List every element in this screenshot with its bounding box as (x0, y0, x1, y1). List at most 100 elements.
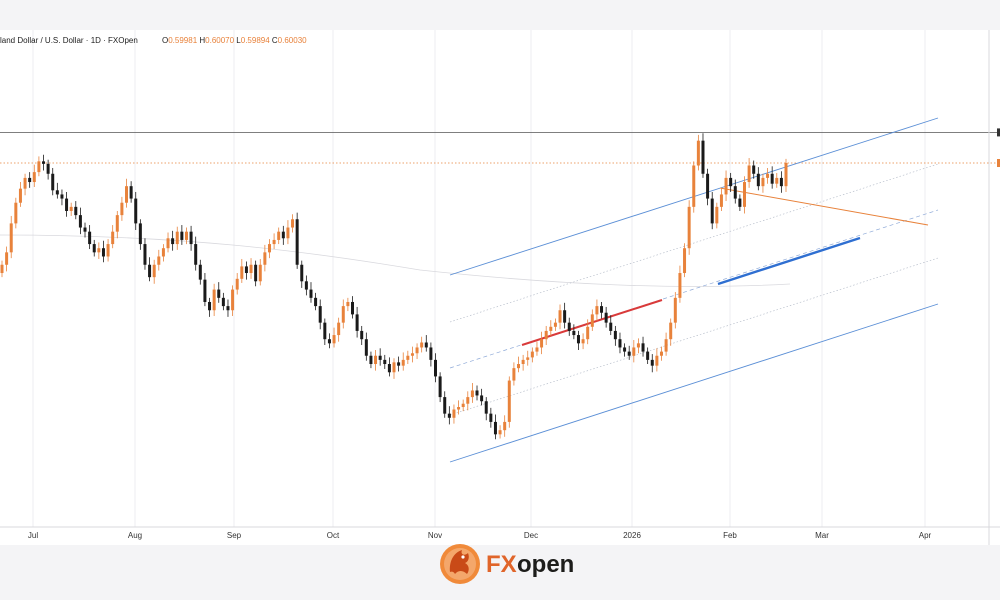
candle[interactable] (42, 154, 46, 171)
candle[interactable] (267, 239, 271, 259)
candle[interactable] (752, 160, 756, 179)
candle[interactable] (152, 259, 156, 284)
candle[interactable] (420, 336, 424, 353)
candle[interactable] (461, 399, 465, 412)
candle[interactable] (733, 179, 737, 204)
candle[interactable] (350, 296, 354, 319)
candle[interactable] (553, 318, 557, 331)
candle[interactable] (286, 220, 290, 245)
candle[interactable] (623, 343, 627, 357)
candle[interactable] (60, 189, 64, 206)
candle[interactable] (410, 346, 414, 363)
candle[interactable] (254, 260, 258, 287)
candle[interactable] (719, 188, 723, 211)
candle[interactable] (83, 222, 87, 238)
candle[interactable] (249, 258, 253, 279)
candle[interactable] (5, 246, 9, 272)
candle[interactable] (226, 299, 230, 317)
candle[interactable] (544, 325, 548, 345)
candle[interactable] (65, 191, 69, 217)
price-chart[interactable]: Jul Aug Sep Oct Nov Dec 2026 Feb Mar Apr land Dol… (0, 30, 1000, 545)
candle[interactable] (756, 167, 760, 191)
candle[interactable] (517, 356, 521, 373)
candle[interactable] (586, 319, 590, 345)
candle[interactable] (604, 306, 608, 328)
candle[interactable] (632, 340, 636, 363)
candle[interactable] (0, 260, 4, 278)
candle[interactable] (724, 170, 728, 202)
candlestick-series[interactable] (0, 133, 788, 440)
candle[interactable] (14, 197, 18, 229)
candle[interactable] (32, 164, 36, 187)
candle[interactable] (383, 354, 387, 369)
candle[interactable] (129, 181, 133, 203)
candle[interactable] (646, 347, 650, 365)
candle[interactable] (489, 407, 493, 428)
candle[interactable] (314, 292, 318, 311)
candle[interactable] (678, 265, 682, 303)
candle[interactable] (374, 349, 378, 371)
candle[interactable] (434, 353, 438, 383)
candle[interactable] (664, 332, 668, 356)
candle[interactable] (272, 233, 276, 250)
candle[interactable] (452, 404, 456, 424)
candle[interactable] (291, 214, 295, 233)
candle[interactable] (281, 225, 285, 245)
candle[interactable] (761, 173, 765, 193)
candle[interactable] (683, 243, 687, 278)
candle[interactable] (171, 230, 175, 251)
candle[interactable] (535, 341, 539, 356)
candle[interactable] (549, 320, 553, 336)
candle[interactable] (244, 261, 248, 280)
candle[interactable] (175, 226, 179, 250)
candle[interactable] (157, 249, 161, 271)
candle[interactable] (655, 348, 659, 372)
candle[interactable] (701, 133, 705, 178)
candle[interactable] (37, 156, 41, 177)
candle[interactable] (332, 327, 336, 348)
candle[interactable] (327, 333, 331, 349)
candle[interactable] (277, 227, 281, 245)
candle[interactable] (507, 376, 511, 428)
candle[interactable] (669, 318, 673, 346)
candle[interactable] (650, 354, 654, 373)
candle[interactable] (521, 354, 525, 371)
candle[interactable] (770, 166, 774, 189)
candle[interactable] (581, 333, 585, 350)
candle[interactable] (360, 325, 364, 345)
candle[interactable] (231, 285, 235, 317)
candle[interactable] (636, 338, 640, 354)
candle[interactable] (526, 350, 530, 366)
candle[interactable] (715, 202, 719, 229)
candle[interactable] (115, 210, 119, 239)
candle[interactable] (364, 332, 368, 361)
candle[interactable] (263, 244, 267, 272)
candle[interactable] (74, 201, 78, 220)
candle[interactable] (498, 425, 502, 439)
candle[interactable] (341, 299, 345, 329)
candle[interactable] (710, 191, 714, 230)
candle[interactable] (125, 178, 129, 208)
candle[interactable] (503, 415, 507, 437)
candle[interactable] (143, 238, 147, 270)
candle[interactable] (295, 212, 299, 269)
candle[interactable] (443, 391, 447, 418)
candle[interactable] (696, 134, 700, 171)
candle[interactable] (208, 297, 212, 317)
candle[interactable] (779, 171, 783, 193)
candle[interactable] (572, 324, 576, 340)
candle[interactable] (595, 299, 599, 321)
candle[interactable] (69, 202, 73, 216)
candle[interactable] (512, 362, 516, 386)
candle[interactable] (23, 173, 27, 196)
candle[interactable] (415, 343, 419, 360)
candle[interactable] (766, 167, 770, 184)
candle[interactable] (318, 299, 322, 330)
candle[interactable] (540, 331, 544, 355)
candle[interactable] (258, 258, 262, 286)
candle[interactable] (323, 318, 327, 345)
candle[interactable] (300, 260, 304, 288)
candle[interactable] (235, 273, 239, 295)
candle[interactable] (18, 182, 22, 207)
candle[interactable] (309, 282, 313, 303)
